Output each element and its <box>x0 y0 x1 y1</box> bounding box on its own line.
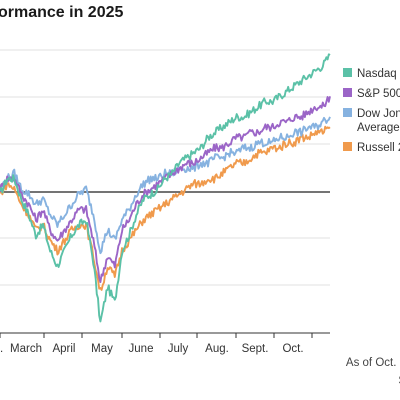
legend-label: S&P 500 <box>357 88 400 100</box>
series-line-3 <box>0 125 331 291</box>
series-layer <box>0 53 331 323</box>
legend-swatch <box>343 108 352 117</box>
footnote: As of Oct. 2 <box>345 357 400 369</box>
x-tick-label: Sept. <box>242 343 269 355</box>
grid-lines <box>0 49 330 286</box>
series-line-0 <box>0 53 331 323</box>
x-tick-label: March <box>10 343 42 355</box>
legend-label: Nasdaq C <box>357 68 400 80</box>
x-tick-label: June <box>129 343 154 355</box>
x-tick-label: May <box>91 343 113 355</box>
legend-label: Dow Jon <box>357 108 400 120</box>
x-tick-label: Oct. <box>282 343 303 355</box>
legend-label: Average <box>357 122 400 134</box>
series-line-2 <box>0 116 331 255</box>
x-tick-label: April <box>52 343 75 355</box>
legend-swatch <box>343 142 352 151</box>
legend-swatch <box>343 88 352 97</box>
legend-swatch <box>343 68 352 77</box>
legend-label: Russell 2 <box>357 142 400 154</box>
x-axis: . March April May June July Aug. Sept. Oct. <box>0 332 330 355</box>
chart-title: ormance in 2025 <box>0 4 124 21</box>
x-tick-label: July <box>168 343 189 355</box>
series-line-1 <box>0 96 331 284</box>
legend: Nasdaq C S&P 500 Dow Jon Average Russell 2 <box>343 68 400 154</box>
x-tick-label: Aug. <box>205 343 229 355</box>
footnote-source: S <box>398 375 400 387</box>
x-tick-label-truncated: . <box>0 343 3 355</box>
